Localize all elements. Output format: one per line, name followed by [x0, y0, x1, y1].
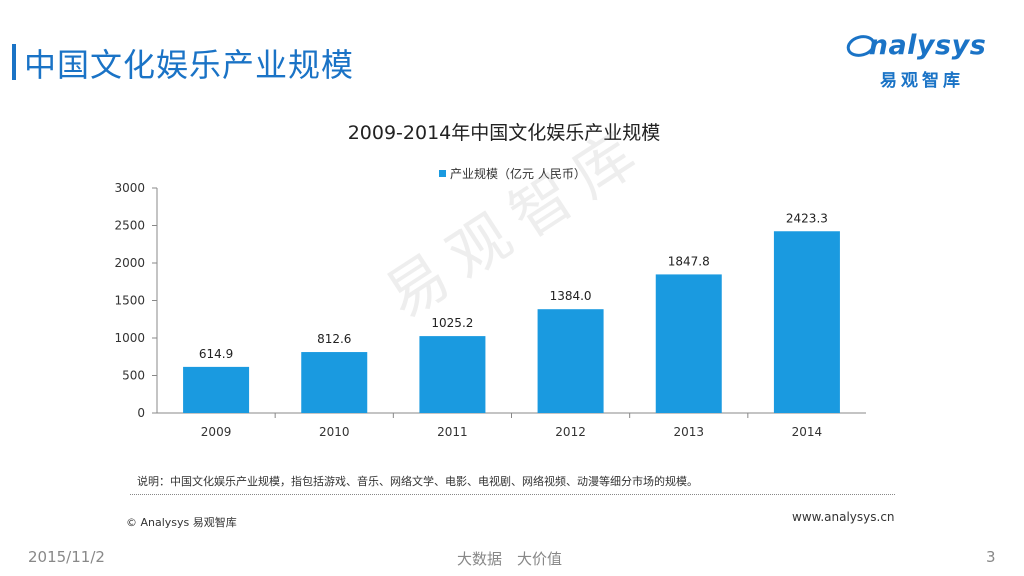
y-tick-label: 500 — [122, 369, 145, 383]
y-tick-label: 2500 — [114, 219, 145, 233]
x-tick-label: 2011 — [437, 425, 468, 439]
bar-chart: 0 500 1000 1500 2000 2500 3000 614.9 2009 812.6 20… — [114, 166, 866, 439]
logo-swoosh-icon — [846, 35, 876, 57]
legend-label: 产业规模（亿元 人民币） — [450, 166, 586, 181]
data-label-2012: 1384.0 — [550, 289, 592, 303]
page-number: 3 — [986, 548, 996, 566]
y-tick-label: 1000 — [114, 331, 145, 345]
title-accent-bar — [12, 44, 16, 80]
x-tick-label: 2010 — [319, 425, 350, 439]
x-tick-label: 2012 — [555, 425, 586, 439]
analysys-logo: analysys 易观智库 — [844, 28, 994, 92]
data-label-2013: 1847.8 — [668, 254, 710, 268]
copyright-text: © Analysys 易观智库 — [126, 516, 237, 529]
data-label-2014: 2423.3 — [786, 211, 828, 225]
y-tick-label: 2000 — [114, 256, 145, 270]
logo-cn-name: 易观智库 — [880, 71, 964, 91]
bar-2013 — [655, 274, 722, 413]
footer-date: 2015/11/2 — [28, 548, 105, 566]
data-label-2011: 1025.2 — [431, 316, 473, 330]
bar-2014 — [773, 231, 840, 413]
bar-2010 — [301, 352, 368, 413]
x-tick-label: 2013 — [673, 425, 704, 439]
bar-2012 — [537, 309, 604, 413]
page-title: 中国文化娱乐产业规模 — [24, 46, 355, 84]
data-label-2009: 614.9 — [199, 347, 233, 361]
data-label-2010: 812.6 — [317, 332, 351, 346]
x-tick-label: 2009 — [201, 425, 232, 439]
y-tick-label: 1500 — [114, 294, 145, 308]
bar-2011 — [419, 336, 486, 413]
note-divider — [130, 494, 895, 495]
bar-2009 — [183, 366, 250, 413]
logo-wordmark: analysys — [868, 30, 987, 61]
y-tick-label: 0 — [137, 406, 145, 420]
website-link[interactable]: www.analysys.cn — [792, 510, 895, 524]
x-tick-label: 2014 — [792, 425, 823, 439]
chart-title: 2009-2014年中国文化娱乐产业规模 — [347, 122, 661, 144]
legend-swatch — [439, 170, 446, 177]
footer-slogan: 大数据 大价值 — [457, 550, 563, 568]
y-tick-label: 3000 — [114, 181, 145, 195]
chart-note: 说明：中国文化娱乐产业规模，指包括游戏、音乐、网络文学、电影、电视剧、网络视频、… — [137, 475, 698, 488]
